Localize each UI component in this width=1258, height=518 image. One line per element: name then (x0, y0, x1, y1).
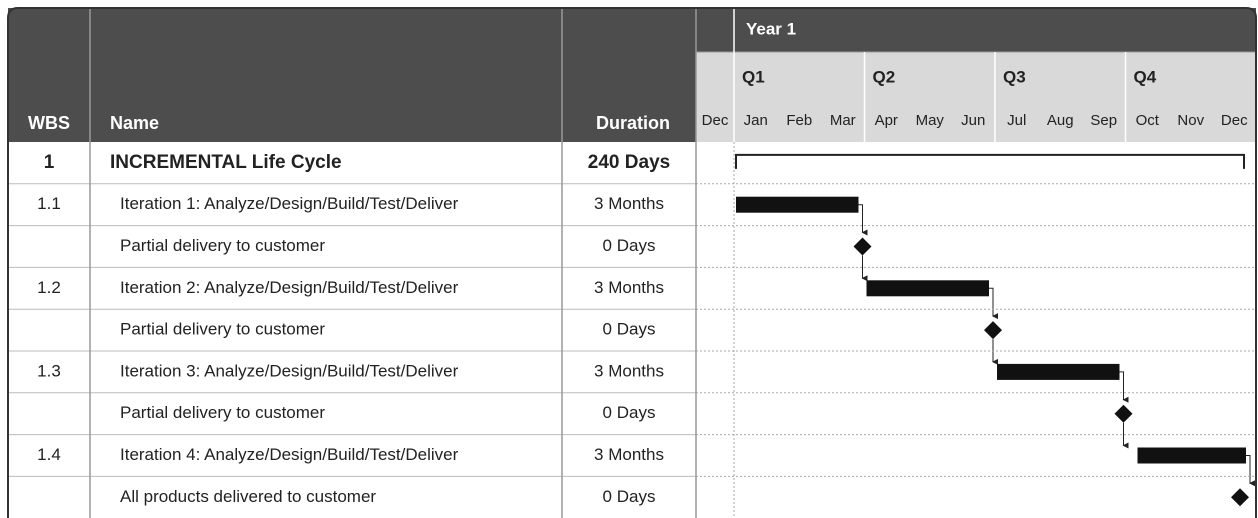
wbs-cell: 1 (44, 152, 55, 173)
duration-cell: 3 Months (594, 361, 664, 380)
name-cell: Iteration 2: Analyze/Design/Build/Test/D… (120, 278, 459, 297)
task-bar (997, 363, 1120, 380)
name-cell: Partial delivery to customer (120, 320, 325, 339)
task-bar (736, 196, 859, 213)
connector (858, 204, 868, 236)
task-bar (866, 280, 989, 297)
duration-cell: 240 Days (588, 152, 670, 173)
quarter-label: Q3 (1003, 67, 1026, 86)
name-cell: Iteration 4: Analyze/Design/Build/Test/D… (120, 445, 459, 464)
quarter-label: Q2 (873, 67, 896, 86)
duration-cell: 0 Days (603, 487, 656, 506)
wbs-cell: 1.4 (37, 445, 61, 464)
name-cell: Partial delivery to customer (120, 236, 325, 255)
wbs-cell: 1.1 (37, 194, 61, 213)
duration-cell: 0 Days (603, 236, 656, 255)
header-year: Year 1 (746, 19, 796, 38)
milestone (853, 237, 872, 256)
header-duration: Duration (596, 113, 670, 133)
connector (1246, 455, 1255, 487)
header-wbs: WBS (28, 113, 70, 133)
month-label: Jul (1007, 112, 1026, 129)
connector (1119, 371, 1129, 403)
wbs-cell: 1.2 (37, 278, 61, 297)
milestone (984, 321, 1002, 340)
month-label: Mar (830, 112, 856, 129)
duration-cell: 3 Months (594, 445, 664, 464)
wbs-cell: 1.3 (37, 361, 61, 380)
summary-bracket (735, 153, 1245, 169)
duration-cell: 0 Days (603, 320, 656, 339)
outer-border (7, 7, 1257, 518)
name-cell: Partial delivery to customer (120, 403, 325, 422)
connector (989, 287, 998, 320)
month-label: May (916, 112, 945, 129)
month-label: Jun (961, 112, 985, 129)
month-label: Feb (786, 112, 812, 129)
duration-cell: 3 Months (594, 278, 664, 297)
month-label: Sep (1090, 112, 1117, 129)
name-cell: All products delivered to customer (120, 487, 376, 506)
quarter-label: Q1 (742, 67, 765, 86)
duration-cell: 0 Days (603, 403, 656, 422)
month-label: Dec (702, 112, 729, 129)
quarter-label: Q4 (1134, 67, 1157, 86)
month-label: Jan (744, 112, 768, 129)
name-cell: Iteration 1: Analyze/Design/Build/Test/D… (120, 194, 459, 213)
name-cell: Iteration 3: Analyze/Design/Build/Test/D… (120, 361, 459, 380)
name-cell: INCREMENTAL Life Cycle (110, 152, 342, 173)
month-label: Oct (1136, 112, 1160, 129)
milestone (1114, 404, 1133, 423)
month-label: Apr (875, 112, 898, 129)
month-label: Dec (1221, 112, 1248, 129)
header-name: Name (110, 113, 159, 133)
milestone (1231, 488, 1249, 507)
timeline-header-bg (696, 52, 1256, 142)
month-label: Aug (1047, 112, 1074, 129)
duration-cell: 3 Months (594, 194, 664, 213)
task-bar (1137, 447, 1246, 464)
month-label: Nov (1177, 112, 1204, 129)
